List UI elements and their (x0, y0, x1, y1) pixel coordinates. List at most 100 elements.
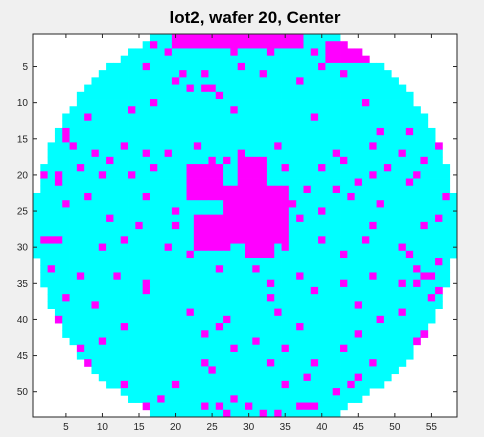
good-die-cell (113, 77, 122, 85)
good-die-cell (54, 265, 63, 273)
good-die-cell (230, 366, 239, 375)
good-die-cell (354, 214, 363, 223)
good-die-cell (274, 265, 282, 273)
good-die-cell (179, 91, 187, 100)
good-die-cell (157, 380, 165, 389)
good-die-cell (296, 250, 304, 259)
good-die-cell (120, 171, 129, 179)
good-die-cell (237, 120, 246, 129)
good-die-cell (208, 258, 217, 266)
good-die-cell (318, 366, 326, 375)
good-die-cell (427, 214, 436, 223)
good-die-cell (223, 265, 231, 273)
good-die-cell (128, 99, 136, 107)
good-die-cell (193, 286, 202, 295)
good-die-cell (361, 178, 370, 187)
good-die-cell (179, 272, 187, 281)
good-die-cell (435, 236, 443, 244)
defect-die-cell (281, 243, 290, 252)
good-die-cell (135, 323, 144, 331)
good-die-cell (171, 337, 180, 346)
good-die-cell (361, 308, 370, 317)
good-die-cell (442, 258, 451, 266)
good-die-cell (347, 214, 356, 223)
good-die-cell (201, 409, 209, 418)
good-die-cell (157, 286, 165, 295)
good-die-cell (179, 77, 187, 85)
defect-die-cell (98, 243, 107, 252)
good-die-cell (230, 351, 239, 360)
good-die-cell (288, 315, 297, 324)
good-die-cell (40, 207, 49, 216)
good-die-cell (383, 308, 392, 317)
good-die-cell (237, 243, 246, 252)
good-die-cell (120, 337, 129, 346)
defect-die-cell (405, 127, 414, 136)
good-die-cell (84, 106, 92, 114)
good-die-cell (120, 315, 129, 324)
good-die-cell (215, 113, 224, 122)
good-die-cell (230, 323, 239, 331)
good-die-cell (223, 149, 231, 158)
good-die-cell (84, 337, 92, 346)
good-die-cell (106, 207, 114, 216)
good-die-cell (413, 178, 421, 187)
good-die-cell (120, 351, 129, 360)
good-die-cell (288, 106, 297, 114)
defect-die-cell (223, 207, 231, 216)
good-die-cell (120, 308, 129, 317)
good-die-cell (157, 236, 165, 244)
good-die-cell (179, 171, 187, 179)
good-die-cell (142, 113, 151, 122)
good-die-cell (288, 286, 297, 295)
good-die-cell (391, 294, 399, 302)
good-die-cell (303, 258, 312, 266)
good-die-cell (149, 34, 158, 42)
good-die-cell (427, 156, 436, 165)
good-die-cell (325, 337, 334, 346)
good-die-cell (245, 265, 253, 273)
good-die-cell (128, 149, 136, 158)
good-die-cell (201, 135, 209, 143)
good-die-cell (237, 315, 246, 324)
good-die-cell (252, 294, 261, 302)
good-die-cell (281, 315, 290, 324)
good-die-cell (354, 84, 363, 93)
good-die-cell (186, 330, 195, 338)
good-die-cell (171, 236, 180, 244)
good-die-cell (340, 395, 348, 403)
good-die-cell (128, 388, 136, 396)
good-die-cell (193, 294, 202, 302)
good-die-cell (84, 243, 92, 252)
good-die-cell (179, 344, 187, 353)
good-die-cell (369, 192, 377, 201)
good-die-cell (369, 279, 377, 288)
good-die-cell (120, 192, 129, 201)
good-die-cell (398, 250, 407, 259)
good-die-cell (354, 164, 363, 172)
defect-die-cell (54, 171, 63, 179)
good-die-cell (69, 272, 78, 281)
good-die-cell (186, 142, 195, 151)
good-die-cell (106, 366, 114, 375)
good-die-cell (325, 330, 334, 338)
defect-die-cell (62, 135, 70, 143)
good-die-cell (69, 229, 78, 237)
good-die-cell (171, 315, 180, 324)
good-die-cell (259, 106, 268, 114)
defect-die-cell (340, 41, 348, 49)
good-die-cell (281, 402, 290, 411)
good-die-cell (274, 359, 282, 367)
good-die-cell (179, 156, 187, 165)
good-die-cell (296, 200, 304, 208)
good-die-cell (208, 70, 217, 78)
good-die-cell (413, 135, 421, 143)
good-die-cell (128, 286, 136, 295)
good-die-cell (332, 409, 341, 418)
good-die-cell (193, 279, 202, 288)
good-die-cell (420, 315, 429, 324)
good-die-cell (435, 185, 443, 194)
good-die-cell (223, 395, 231, 403)
defect-die-cell (171, 221, 180, 230)
good-die-cell (376, 207, 385, 216)
